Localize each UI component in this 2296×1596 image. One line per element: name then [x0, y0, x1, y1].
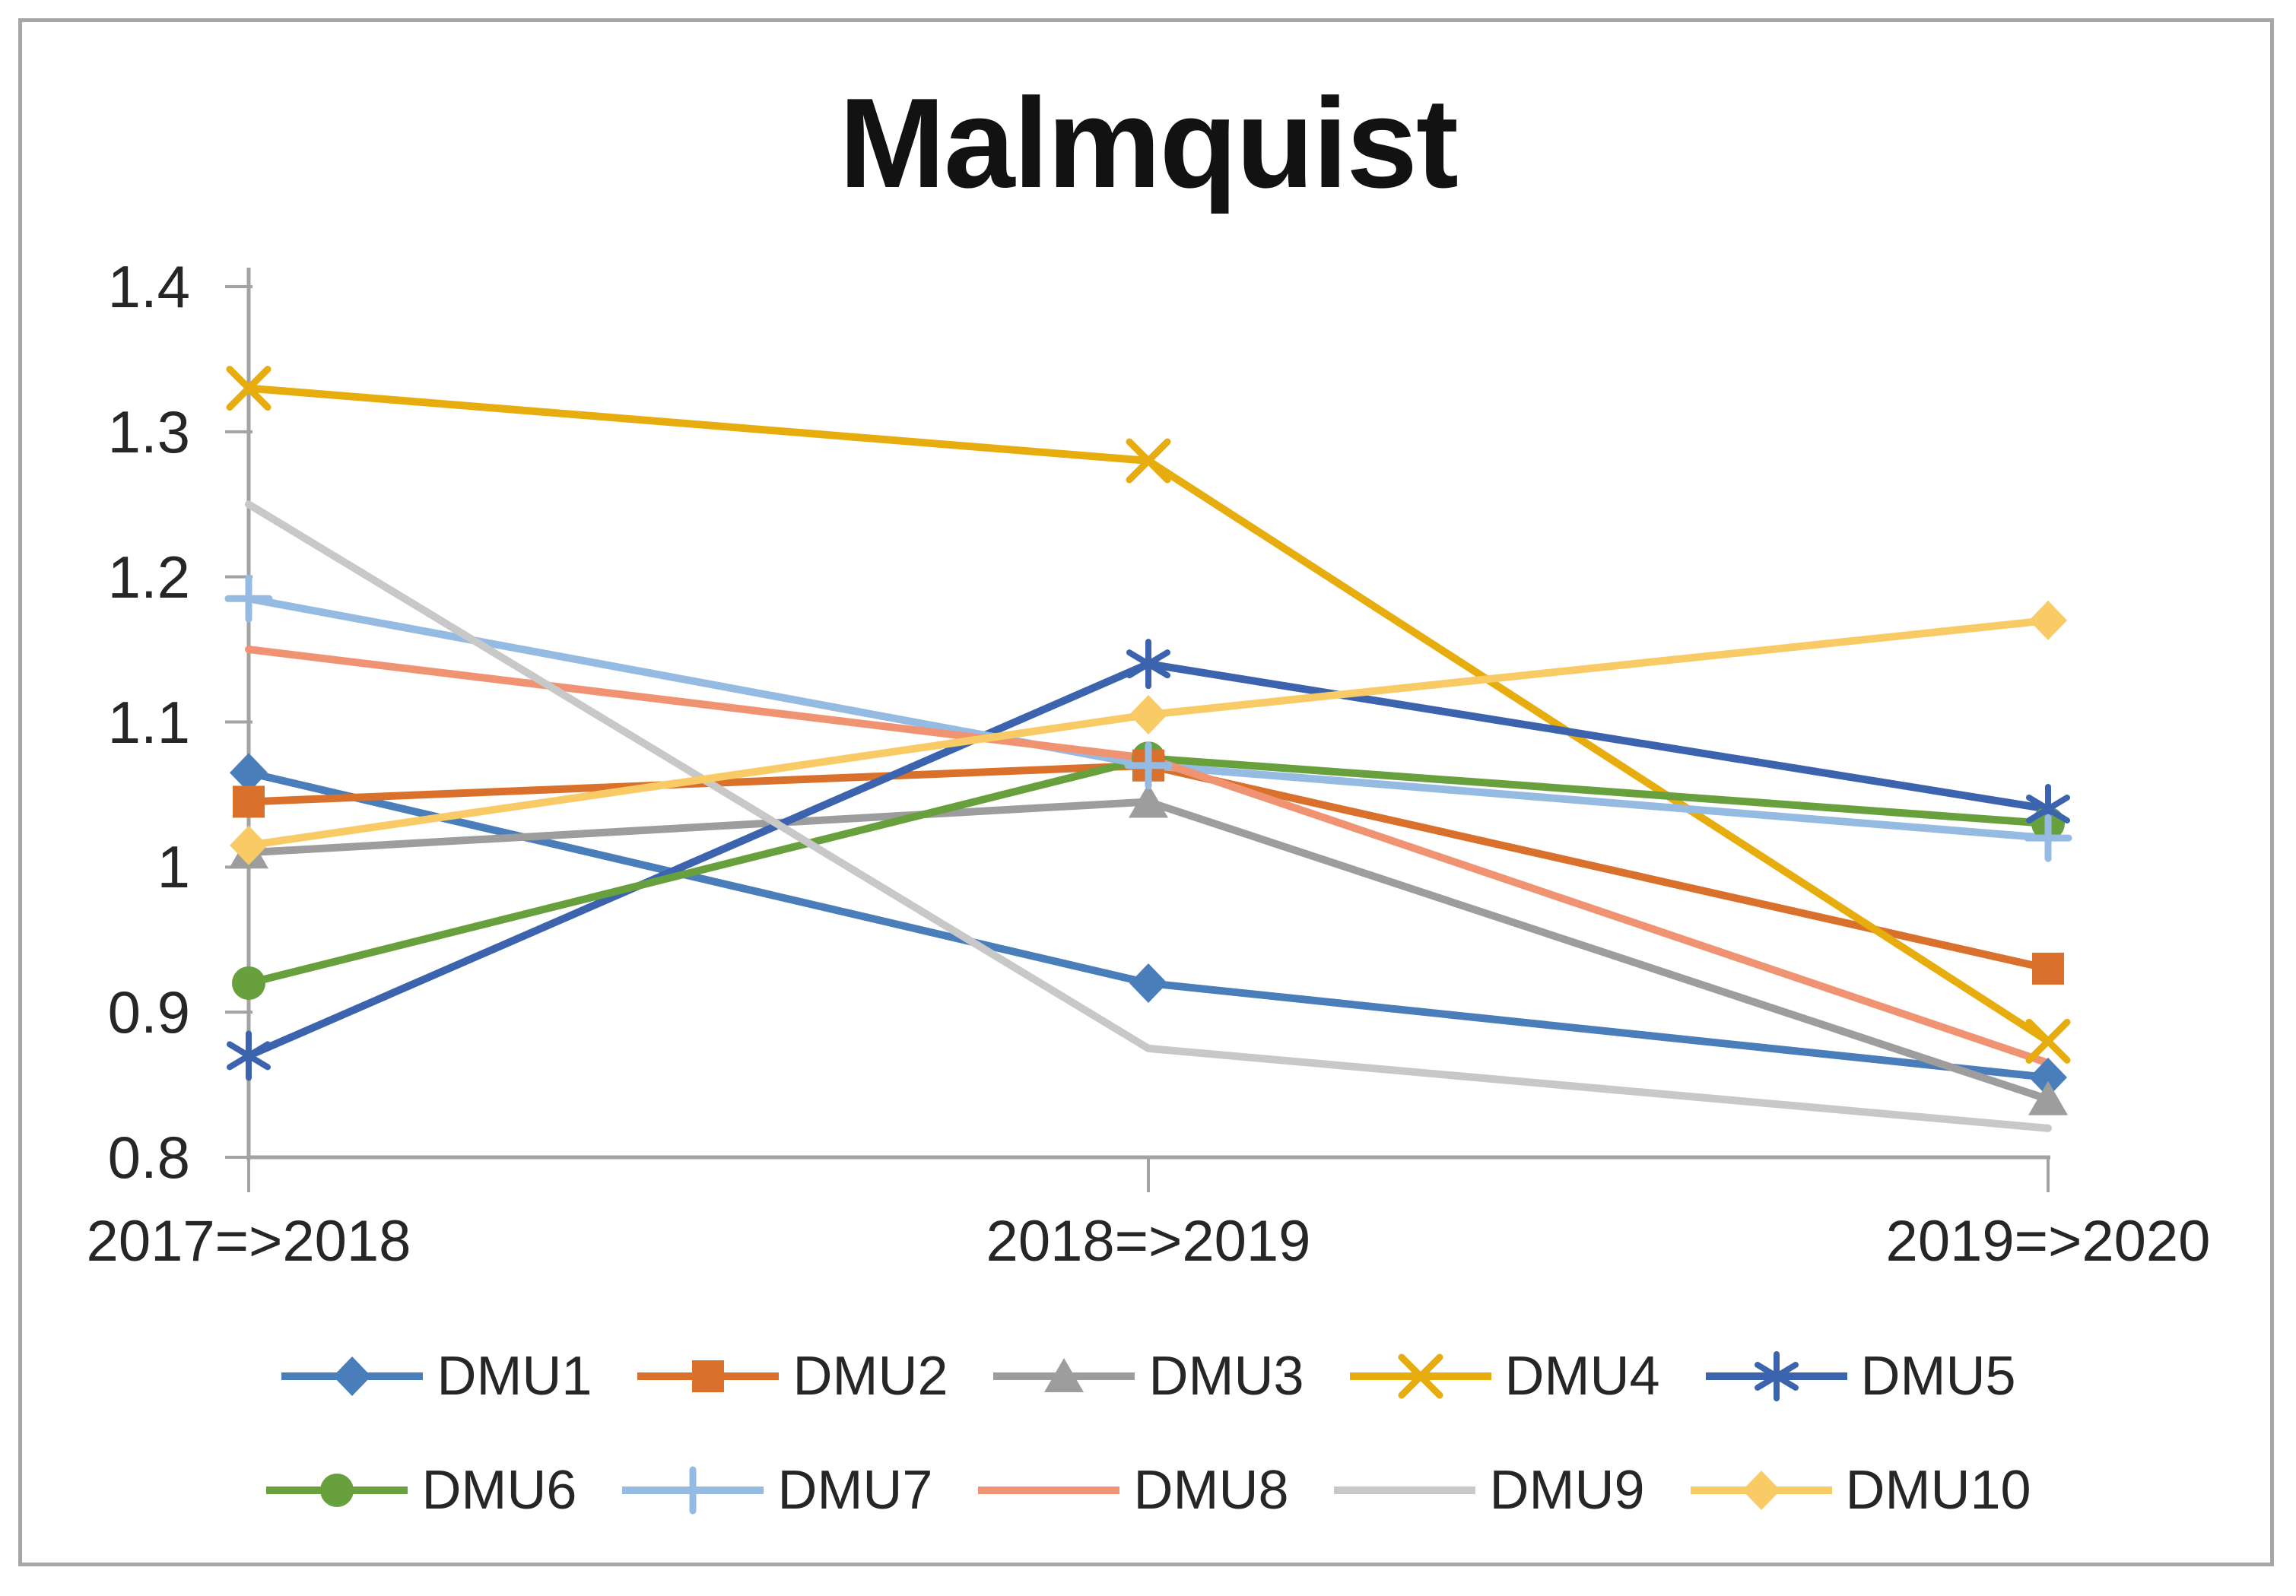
legend-marker-dmu6-icon — [320, 1474, 354, 1507]
marker-dmu10-p3 — [2029, 600, 2067, 640]
legend-item-dmu5: DMU5 — [1704, 1345, 2016, 1407]
legend-item-dmu7: DMU7 — [621, 1459, 932, 1521]
x-axis-category-label: 2017=>2018 — [86, 1209, 411, 1274]
legend-row-1: DMU1 DMU2 DMU3 DMU4 DMU5 — [0, 1338, 2296, 1414]
x-axis-category-label: 2019=>2020 — [1885, 1209, 2211, 1274]
series-line-dmu3 — [245, 798, 2052, 1103]
marker-dmu2-p1 — [233, 785, 265, 818]
legend-item-dmu9: DMU9 — [1332, 1459, 1645, 1521]
legend-item-dmu8: DMU8 — [977, 1459, 1288, 1521]
marker-dmu10-p2 — [1129, 694, 1167, 735]
marker-dmu1-p3 — [2029, 1058, 2067, 1098]
legend-label: DMU4 — [1504, 1346, 1660, 1407]
marker-dmu2-p3 — [2032, 952, 2064, 985]
chart-title: Malmquist — [839, 71, 1459, 214]
legend-key-dmu4-icon — [1349, 1353, 1491, 1399]
legend-key-dmu2-icon — [637, 1360, 780, 1392]
marker-dmu4-p2 — [1126, 438, 1171, 484]
marker-dmu4-p1 — [226, 366, 272, 411]
legend-key-dmu7-icon — [622, 1466, 764, 1515]
marker-dmu7-p2 — [1124, 741, 1173, 790]
y-axis-tick-label: 1.1 — [107, 688, 190, 756]
legend-key-dmu9-icon — [1334, 1487, 1476, 1494]
y-axis-tick-label: 1.2 — [107, 543, 190, 611]
legend-label: DMU6 — [421, 1460, 577, 1521]
legend-label: DMU7 — [777, 1460, 933, 1521]
y-axis-tick-label: 1 — [157, 833, 190, 901]
legend-key-dmu3-icon — [993, 1358, 1135, 1392]
legend-item-dmu10: DMU10 — [1689, 1459, 2031, 1521]
marker-dmu1-p2 — [1129, 963, 1167, 1003]
legend-marker-dmu7-icon — [668, 1466, 717, 1515]
legend-key-dmu6-icon — [266, 1474, 408, 1507]
legend-item-dmu1: DMU1 — [280, 1345, 592, 1407]
legend-marker-dmu10-icon — [1742, 1471, 1780, 1510]
legend-marker-dmu1-icon — [333, 1356, 372, 1396]
marker-dmu3-p3 — [2028, 1080, 2068, 1115]
legend-item-dmu3: DMU3 — [992, 1345, 1304, 1407]
legend-marker-dmu2-icon — [692, 1360, 725, 1392]
series-line-dmu9 — [245, 500, 2052, 1132]
marker-dmu7-p1 — [224, 574, 273, 623]
marker-dmu1-p1 — [230, 753, 268, 793]
x-axis-category-label: 2018=>2019 — [986, 1209, 1311, 1274]
marker-dmu3-p2 — [1129, 783, 1168, 818]
legend-label: DMU2 — [792, 1346, 948, 1407]
legend-key-dmu8-icon — [978, 1487, 1120, 1494]
marker-dmu4-p3 — [2025, 1018, 2071, 1064]
legend-label: DMU9 — [1489, 1460, 1645, 1521]
legend-key-dmu10-icon — [1690, 1471, 1832, 1510]
legend-key-dmu1-icon — [281, 1356, 424, 1396]
legend-label: DMU3 — [1148, 1346, 1304, 1407]
legend-marker-dmu4-icon — [1398, 1353, 1443, 1399]
marker-dmu7-p3 — [2024, 814, 2072, 862]
legend-key-dmu5-icon — [1705, 1351, 1847, 1401]
marker-dmu5-p1 — [227, 1030, 271, 1081]
legend-marker-dmu3-icon — [1044, 1358, 1084, 1392]
y-axis-tick-label: 1.4 — [107, 253, 190, 320]
marker-dmu10-p1 — [230, 825, 268, 865]
marker-dmu5-p2 — [1126, 639, 1170, 690]
marker-dmu6-p1 — [232, 966, 265, 1000]
legend-label: DMU1 — [437, 1346, 592, 1407]
legend-marker-dmu5-icon — [1754, 1351, 1799, 1401]
legend-label: DMU5 — [1860, 1346, 2016, 1407]
legend-item-dmu6: DMU6 — [265, 1459, 576, 1521]
legend-row-2: DMU6 DMU7 DMU8 DMU9 DMU10 — [0, 1452, 2296, 1528]
y-axis-tick-label: 0.8 — [107, 1124, 190, 1191]
legend-item-dmu2: DMU2 — [636, 1345, 948, 1407]
y-axis-tick-label: 1.3 — [107, 398, 190, 465]
y-axis-tick-label: 0.9 — [107, 979, 190, 1046]
legend-label: DMU10 — [1845, 1460, 2031, 1521]
legend-item-dmu4: DMU4 — [1348, 1345, 1660, 1407]
legend-label: DMU8 — [1133, 1460, 1289, 1521]
